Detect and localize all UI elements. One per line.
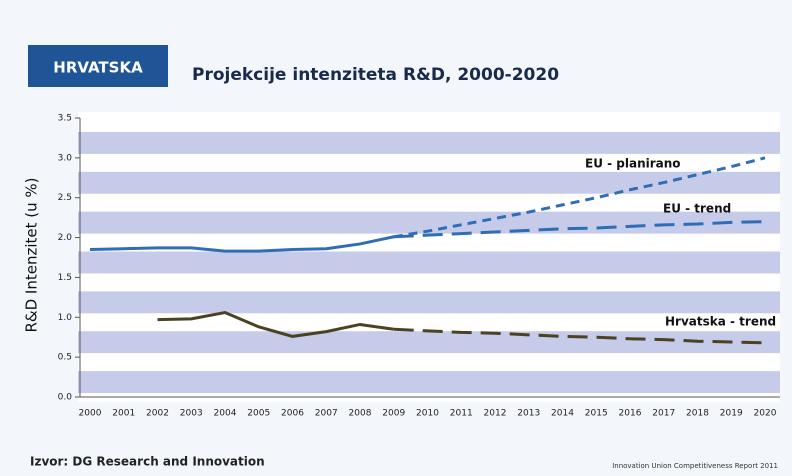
x-tick-label: 2020: [754, 409, 777, 419]
x-tick-label: 2002: [146, 409, 169, 419]
x-tick-label: 2011: [450, 409, 473, 419]
line-series: [393, 220, 766, 239]
line-series: [393, 327, 766, 345]
line-series: [157, 310, 394, 338]
y-axis-label: R&D Intenzitet (u %): [23, 177, 41, 332]
x-tick-label: 2005: [247, 409, 270, 419]
x-tick-label: 2015: [585, 409, 608, 419]
x-tick-label: 2017: [652, 409, 675, 419]
band: [78, 371, 780, 394]
header-box: [28, 45, 168, 87]
y-tick-label: 0.5: [58, 353, 72, 363]
y-tick-label: 3.5: [58, 114, 72, 124]
y-tick-label: 2.0: [58, 233, 73, 243]
y-tick-label: 1.0: [58, 313, 73, 323]
source: Izvor: DG Research and Innovation: [30, 455, 265, 469]
credit: Innovation Union Competitiveness Report …: [612, 462, 778, 470]
x-tick-label: 2016: [619, 409, 642, 419]
band: [78, 131, 780, 154]
x-tick-label: 2006: [281, 409, 304, 419]
x-tick-label: 2000: [79, 409, 102, 419]
x-tick-label: 2014: [551, 409, 574, 419]
line-series: [89, 235, 395, 253]
x-tick-label: 2004: [214, 409, 237, 419]
series-label: EU - trend: [663, 202, 731, 216]
y-tick-label: 0.0: [58, 393, 73, 403]
x-tick-label: 2008: [349, 409, 372, 419]
y-tick-label: 2.5: [58, 193, 72, 203]
band: [78, 331, 780, 354]
x-tick-label: 2012: [484, 409, 507, 419]
series-label: EU - planirano: [585, 157, 681, 171]
x-tick-label: 2003: [180, 409, 203, 419]
x-tick-label: 2018: [686, 409, 709, 419]
x-tick-label: 2009: [382, 409, 405, 419]
y-tick-label: 3.0: [58, 153, 73, 163]
chart-title: Projekcije intenziteta R&D, 2000-2020: [192, 65, 559, 85]
band: [78, 251, 780, 274]
band: [78, 171, 780, 194]
band: [78, 291, 780, 314]
header: HRVATSKA: [53, 59, 143, 77]
line-series: [393, 156, 766, 239]
x-tick-label: 2001: [112, 409, 135, 419]
x-tick-label: 2010: [416, 409, 439, 419]
x-tick-label: 2019: [720, 409, 743, 419]
x-tick-label: 2013: [517, 409, 540, 419]
x-tick-label: 2007: [315, 409, 338, 419]
series-label: Hrvatska - trend: [665, 315, 776, 329]
y-tick-label: 1.5: [58, 273, 72, 283]
